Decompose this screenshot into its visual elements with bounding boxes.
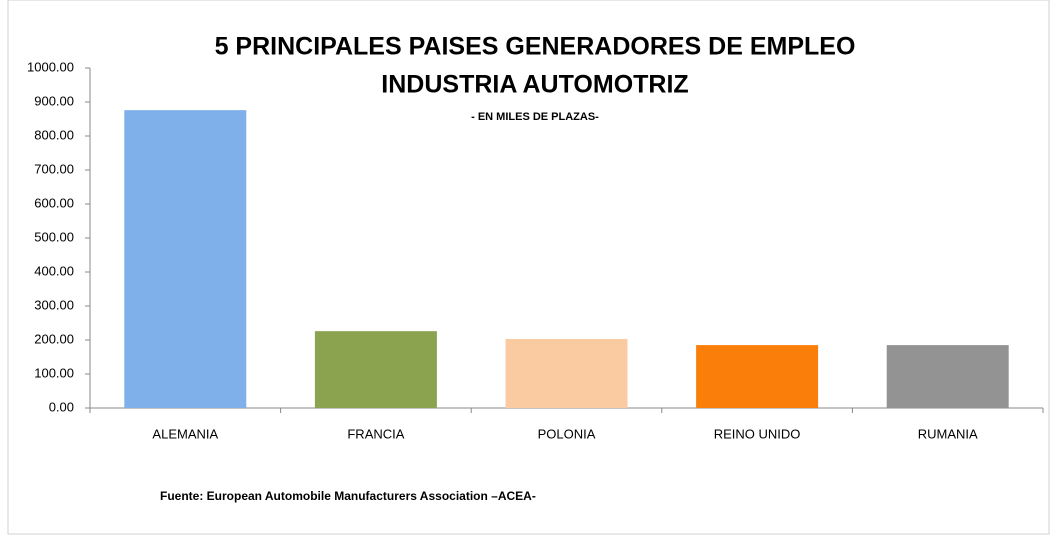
x-tick-label: FRANCIA	[347, 426, 404, 441]
chart-frame	[7, 0, 1050, 535]
bar	[314, 331, 437, 408]
y-tick-label: 0.00	[49, 399, 74, 414]
y-tick-label: 600.00	[34, 195, 74, 210]
bar	[696, 345, 819, 408]
x-tick-label: POLONIA	[538, 426, 596, 441]
x-tick-label: ALEMANIA	[152, 426, 218, 441]
y-tick-label: 500.00	[34, 229, 74, 244]
y-tick-label: 800.00	[34, 127, 74, 142]
y-tick-label: 300.00	[34, 297, 74, 312]
source-note: Fuente: European Automobile Manufacturer…	[160, 489, 536, 503]
bar	[886, 345, 1009, 408]
y-tick-label: 200.00	[34, 331, 74, 346]
chart-title: 5 PRINCIPALES PAISES GENERADORES DE EMPL…	[215, 33, 856, 61]
bar	[505, 338, 628, 408]
y-tick-label: 400.00	[34, 263, 74, 278]
bar	[124, 110, 247, 408]
y-tick-label: 900.00	[34, 93, 74, 108]
y-tick-label: 100.00	[34, 365, 74, 380]
x-tick-label: RUMANIA	[918, 426, 978, 441]
y-tick-label: 700.00	[34, 161, 74, 176]
y-tick-label: 1000.00	[27, 59, 74, 74]
chart-subtitle: - EN MILES DE PLAZAS-	[471, 111, 599, 123]
chart-title: INDUSTRIA AUTOMOTRIZ	[381, 71, 688, 99]
x-tick-label: REINO UNIDO	[714, 426, 801, 441]
